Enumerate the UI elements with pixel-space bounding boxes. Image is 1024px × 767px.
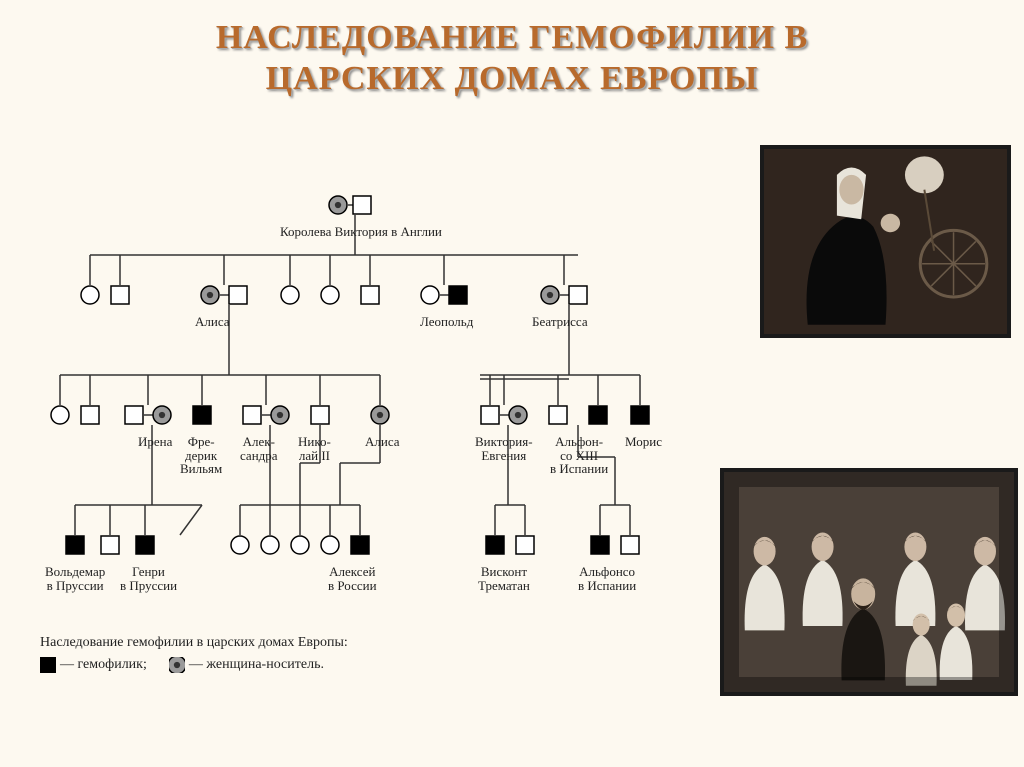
photo-romanov-family (720, 468, 1018, 696)
pedigree-label: Генри в Пруссии (120, 565, 177, 592)
pedigree-label: Алек- сандра (240, 435, 278, 462)
pedigree-label: Фре- дерик Вильям (180, 435, 222, 476)
pedigree-label: Королева Виктория в Англии (280, 225, 442, 239)
legend-items: — гемофилик; — женщина-носитель. (40, 657, 348, 673)
pedigree-label: Альфонсо в Испании (578, 565, 636, 592)
legend-item: — гемофилик; (40, 657, 147, 672)
legend: Наследование гемофилии в царских домах Е… (40, 635, 348, 673)
pedigree-label: Алиса (365, 435, 400, 449)
pedigree-label: Беатрисса (532, 315, 588, 329)
pedigree-label: Альфон- со XIII в Испании (550, 435, 608, 476)
photo-victoria-spinning (760, 145, 1011, 338)
slide-title: НАСЛЕДОВАНИЕ ГЕМОФИЛИИ В ЦАРСКИХ ДОМАХ Е… (0, 0, 1024, 108)
legend-item: — женщина-носитель. (169, 657, 324, 672)
pedigree-diagram: Королева Виктория в Англии Алиса Леопольд Б… (30, 175, 730, 695)
title-line-2: ЦАРСКИХ ДОМАХ ЕВРОПЫ (266, 60, 759, 97)
pedigree-label: Висконт Трематан (478, 565, 530, 592)
pedigree-label: Ирена (138, 435, 172, 449)
title-line-1: НАСЛЕДОВАНИЕ ГЕМОФИЛИИ В (216, 19, 808, 56)
legend-title: Наследование гемофилии в царских домах Е… (40, 635, 348, 651)
pedigree-label: Вольдемар в Пруссии (45, 565, 105, 592)
pedigree-label: Морис (625, 435, 662, 449)
pedigree-label: Нико- лай II (298, 435, 331, 462)
pedigree-label: Алексей в России (328, 565, 377, 592)
pedigree-label: Леопольд (420, 315, 473, 329)
pedigree-label: Виктория- Евгения (475, 435, 533, 462)
pedigree-label: Алиса (195, 315, 230, 329)
